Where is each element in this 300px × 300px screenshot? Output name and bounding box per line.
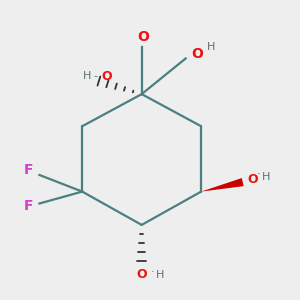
Text: O: O: [136, 268, 147, 281]
Text: H: H: [83, 71, 92, 81]
Text: O: O: [248, 173, 258, 186]
Text: F: F: [24, 199, 34, 213]
Text: O: O: [137, 30, 149, 44]
Text: -: -: [93, 71, 97, 81]
Text: O: O: [101, 70, 112, 83]
Text: H: H: [262, 172, 270, 182]
Polygon shape: [201, 178, 244, 192]
Text: O: O: [192, 47, 203, 61]
Text: ·: ·: [257, 169, 261, 182]
Text: H: H: [156, 270, 164, 280]
Text: ·: ·: [151, 268, 155, 278]
Text: F: F: [24, 163, 34, 177]
Text: H: H: [207, 42, 215, 52]
